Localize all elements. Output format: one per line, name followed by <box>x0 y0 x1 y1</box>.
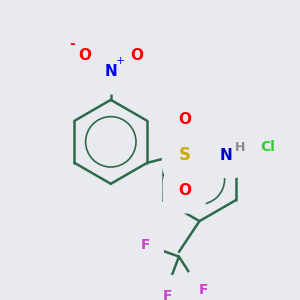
Text: Cl: Cl <box>260 140 275 154</box>
Text: F: F <box>198 283 208 297</box>
Text: N: N <box>104 64 117 79</box>
Text: O: O <box>78 47 91 62</box>
Text: F: F <box>141 238 150 252</box>
Text: O: O <box>178 183 191 198</box>
Text: -: - <box>69 37 74 51</box>
Text: O: O <box>178 112 191 128</box>
Text: S: S <box>178 146 190 164</box>
Text: O: O <box>130 47 143 62</box>
Text: H: H <box>235 141 246 154</box>
Text: F: F <box>163 289 172 300</box>
Text: N: N <box>220 148 233 163</box>
Text: +: + <box>116 56 125 66</box>
